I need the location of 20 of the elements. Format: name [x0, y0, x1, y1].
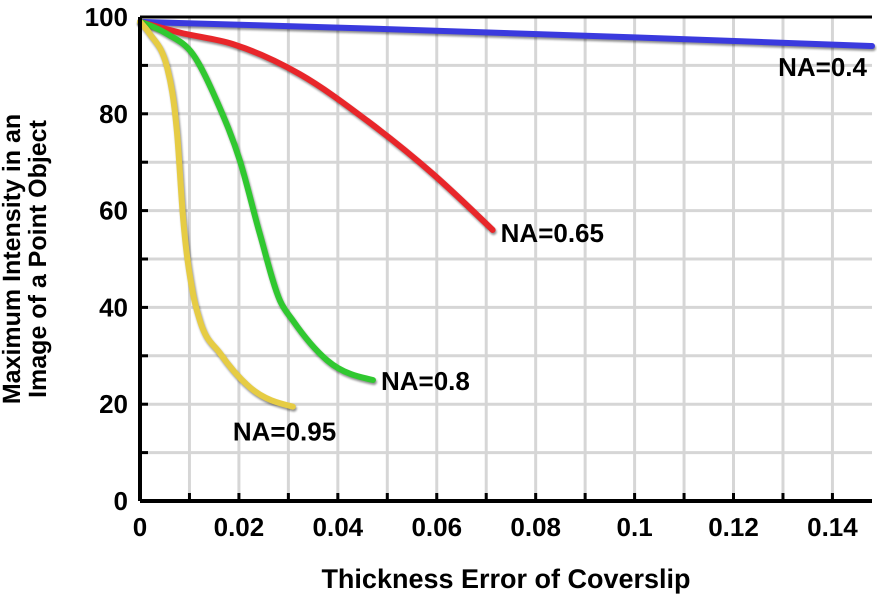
x-tick-label: 0.1	[616, 512, 653, 542]
series-label: NA=0.95	[232, 416, 336, 447]
y-tick-label: 40	[99, 292, 128, 322]
x-tick-label: 0.02	[214, 512, 264, 542]
y-tick-label: 100	[84, 2, 128, 32]
x-tick-label: 0.08	[510, 512, 561, 542]
x-tick-label: 0	[132, 512, 148, 542]
series-label: NA=0.65	[500, 218, 604, 248]
x-tick-label: 0.06	[411, 512, 462, 542]
y-tick-label: 20	[99, 389, 128, 420]
y-tick-label: 60	[99, 196, 128, 226]
y-tick-label: 0	[114, 486, 128, 516]
y-tick-label: 80	[99, 98, 128, 129]
x-tick-label: 0.04	[312, 512, 364, 542]
series-label: NA=0.4	[778, 52, 868, 82]
x-tick-label: 0.14	[807, 512, 858, 542]
series-label: NA=0.8	[380, 366, 470, 396]
x-tick-label: 0.12	[708, 512, 759, 542]
y-axis-title: Maximum Intensity in an Image of a Point Object	[0, 114, 52, 404]
x-axis-title: Thickness Error of Coverslip	[321, 564, 691, 594]
